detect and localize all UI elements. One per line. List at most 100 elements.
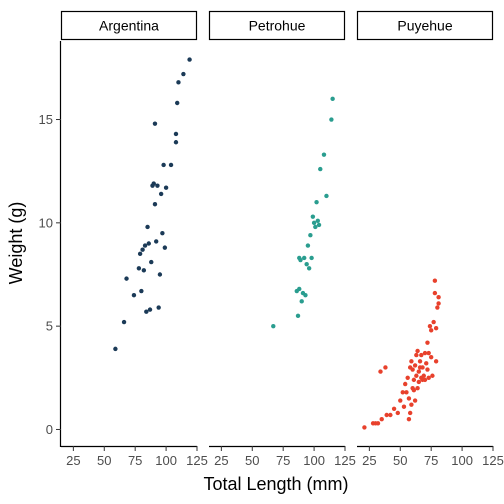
data-point <box>308 233 313 238</box>
data-point <box>378 369 383 374</box>
data-point <box>144 309 149 314</box>
data-point <box>131 292 137 298</box>
data-point <box>422 377 428 383</box>
data-point <box>407 410 413 416</box>
strip-box <box>356 10 494 41</box>
data-point <box>303 292 308 298</box>
data-point <box>414 352 419 358</box>
x-tick-label: 25 <box>66 453 80 468</box>
data-point <box>304 261 309 267</box>
data-point <box>314 199 319 205</box>
data-point <box>302 255 307 261</box>
data-point <box>313 224 318 230</box>
x-tick-label: 50 <box>245 453 259 468</box>
data-point <box>409 359 414 364</box>
data-point <box>404 390 409 395</box>
data-point <box>151 181 156 186</box>
data-point <box>306 266 312 271</box>
data-point <box>271 323 276 329</box>
data-point <box>181 71 186 77</box>
data-point <box>318 166 323 172</box>
x-tick-label: 100 <box>303 453 325 468</box>
x-tick-label: 125 <box>482 453 504 468</box>
data-point <box>141 268 147 273</box>
x-tick-label: 50 <box>97 453 111 468</box>
x-tick-label: 75 <box>424 453 438 468</box>
data-point <box>411 377 417 383</box>
x-tick-label: 125 <box>334 453 356 468</box>
data-point <box>175 100 180 106</box>
data-point <box>310 214 316 219</box>
data-point <box>433 326 439 331</box>
data-point <box>162 245 168 250</box>
data-point <box>321 152 327 157</box>
data-point <box>431 319 436 325</box>
data-point <box>160 230 165 236</box>
data-point <box>157 272 163 277</box>
data-point <box>298 257 303 263</box>
x-axis-title: Total Length (mm) <box>203 474 348 494</box>
data-point <box>147 307 153 312</box>
data-point <box>139 288 144 294</box>
data-point <box>411 388 417 393</box>
data-point <box>426 350 431 356</box>
x-tick-label: 100 <box>155 453 177 468</box>
data-point <box>379 416 384 422</box>
data-point <box>422 350 428 356</box>
y-tick-label: 10 <box>39 215 53 230</box>
data-point <box>173 140 179 145</box>
x-tick-label: 100 <box>451 453 473 468</box>
data-point <box>430 373 435 378</box>
data-point <box>329 117 334 122</box>
data-point <box>415 348 420 354</box>
panel-argentina: Argentina 25 50 75 100 125 0 5 10 15 <box>39 10 208 468</box>
data-point <box>412 398 418 403</box>
data-point <box>140 247 145 252</box>
data-point <box>168 162 174 168</box>
x-tick-label: 125 <box>186 453 208 468</box>
data-point <box>124 276 129 281</box>
data-point <box>403 381 408 387</box>
y-tick-label: 15 <box>39 112 53 127</box>
data-point <box>155 183 160 188</box>
data-point <box>163 185 169 190</box>
data-point <box>398 398 403 403</box>
data-point <box>388 412 393 418</box>
data-point <box>154 239 159 244</box>
data-point <box>161 162 166 168</box>
data-point <box>299 299 304 304</box>
data-point <box>362 425 367 430</box>
x-tick-label: 50 <box>393 453 407 468</box>
data-point <box>432 290 438 296</box>
data-point <box>158 191 164 197</box>
data-point <box>416 379 422 385</box>
data-point <box>406 416 412 422</box>
data-point <box>436 295 441 300</box>
strip-box <box>208 10 346 41</box>
data-point <box>414 373 419 378</box>
panel-puyehue: Puyehue 25 50 75 100 125 <box>356 10 504 468</box>
data-point <box>425 367 430 372</box>
data-point <box>401 404 407 409</box>
data-point <box>427 323 433 329</box>
data-point <box>419 352 424 358</box>
strip-label: Puyehue <box>397 18 452 34</box>
data-point <box>136 266 142 271</box>
data-point <box>383 365 388 370</box>
data-point <box>436 301 441 306</box>
data-point <box>330 96 335 102</box>
data-point <box>113 346 118 352</box>
data-point <box>149 259 154 265</box>
x-tick-label: 75 <box>128 453 142 468</box>
data-point <box>417 359 423 364</box>
data-point <box>395 410 400 416</box>
data-point <box>142 243 148 248</box>
panel-petrohue: Petrohue 25 50 75 100 125 <box>208 10 356 468</box>
data-point <box>146 241 151 246</box>
data-point <box>137 251 143 257</box>
data-point <box>297 286 302 292</box>
data-point <box>432 278 438 283</box>
x-tick-label: 75 <box>276 453 290 468</box>
data-point <box>406 396 412 401</box>
